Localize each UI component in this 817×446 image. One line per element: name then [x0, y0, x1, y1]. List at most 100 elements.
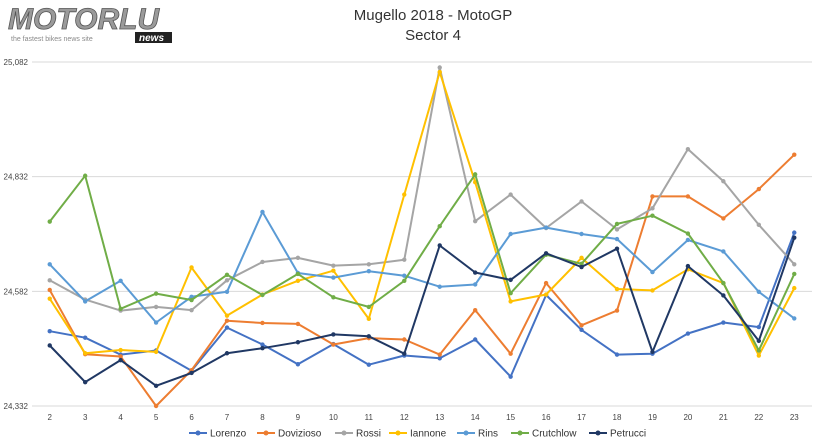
series-line — [48, 71, 796, 357]
data-point — [614, 286, 620, 292]
data-point — [614, 221, 620, 227]
data-point — [295, 278, 301, 283]
x-tick-label: 19 — [648, 413, 657, 422]
data-point — [685, 237, 691, 243]
series-line — [48, 173, 796, 352]
data-point — [508, 299, 513, 304]
data-point — [402, 278, 407, 283]
data-point — [402, 273, 407, 278]
data-point — [224, 325, 230, 330]
x-tick-label: 8 — [260, 413, 265, 422]
legend-label: Petrucci — [610, 429, 646, 440]
data-point — [118, 357, 123, 363]
x-tick-label: 7 — [225, 413, 230, 422]
data-point — [47, 296, 52, 301]
data-point — [437, 224, 442, 229]
data-point — [189, 297, 194, 303]
data-point — [402, 257, 407, 262]
legend-label: Rins — [478, 429, 498, 440]
data-point — [402, 337, 407, 342]
data-point — [685, 146, 691, 152]
data-point — [224, 278, 230, 283]
x-tick-label: 23 — [790, 413, 799, 422]
data-point — [260, 342, 265, 347]
legend-swatch-marker — [595, 430, 601, 436]
data-point — [153, 320, 159, 325]
data-point — [508, 290, 513, 296]
data-point — [47, 219, 52, 224]
legend-label: Crutchlow — [532, 429, 577, 440]
data-point — [189, 294, 194, 300]
data-point — [47, 278, 52, 283]
data-point — [472, 172, 478, 177]
data-point — [472, 270, 478, 275]
data-point — [614, 246, 620, 251]
data-point — [792, 262, 797, 267]
data-point — [82, 379, 88, 385]
data-point — [260, 320, 265, 326]
data-point — [650, 349, 655, 355]
data-point — [508, 374, 513, 379]
data-point — [579, 255, 584, 261]
x-tick-label: 18 — [613, 413, 622, 422]
data-point — [472, 218, 478, 224]
data-point — [543, 225, 549, 230]
data-point — [579, 199, 584, 204]
data-point — [82, 335, 88, 340]
legend-label: Iannone — [410, 429, 447, 440]
y-tick-label: 25,082 — [4, 58, 29, 67]
y-tick-label: 24,832 — [4, 173, 29, 182]
grid-lines — [32, 61, 812, 407]
legend-item-crutchlow: Crutchlow — [511, 429, 577, 440]
series-iannone — [47, 69, 797, 358]
series-line — [49, 232, 796, 378]
x-tick-label: 13 — [435, 413, 444, 422]
data-point — [614, 236, 620, 242]
legend-swatch-marker — [263, 430, 269, 436]
data-point — [189, 265, 194, 270]
data-point — [756, 353, 762, 358]
x-tick-label: 11 — [365, 413, 374, 422]
data-point — [614, 352, 620, 357]
x-tick-label: 4 — [118, 413, 123, 422]
series-crutchlow — [47, 172, 797, 353]
data-point — [579, 264, 584, 270]
y-tick-label: 24,332 — [4, 402, 29, 411]
data-point — [402, 192, 407, 197]
data-point — [295, 362, 301, 367]
x-tick-label: 15 — [506, 413, 515, 422]
series-group — [47, 65, 797, 409]
data-point — [756, 348, 762, 353]
logo-badge-text: news — [139, 33, 164, 44]
data-point — [295, 321, 301, 327]
data-point — [721, 249, 726, 254]
data-point — [792, 271, 797, 277]
data-point — [650, 269, 655, 275]
data-point — [366, 304, 372, 310]
data-point — [508, 192, 513, 197]
data-point — [579, 323, 584, 328]
data-point — [331, 275, 336, 280]
series-line — [48, 153, 795, 407]
data-point — [331, 295, 336, 300]
legend-label: Dovizioso — [278, 429, 322, 440]
data-point — [650, 288, 655, 293]
series-petrucci — [47, 235, 797, 389]
data-point — [472, 282, 478, 287]
data-point — [402, 351, 407, 356]
data-point — [721, 216, 726, 221]
data-point — [295, 340, 301, 345]
data-point — [331, 332, 336, 337]
data-point — [189, 307, 194, 313]
x-tick-label: 17 — [577, 413, 586, 422]
data-point — [756, 289, 762, 294]
x-tick-label: 14 — [471, 413, 480, 422]
data-point — [579, 231, 584, 237]
data-point — [508, 277, 513, 283]
data-point — [224, 318, 230, 323]
legend-swatch-marker — [517, 430, 523, 436]
data-point — [82, 173, 88, 178]
legend-item-petrucci: Petrucci — [589, 429, 646, 440]
data-point — [437, 284, 442, 289]
data-point — [118, 347, 123, 353]
